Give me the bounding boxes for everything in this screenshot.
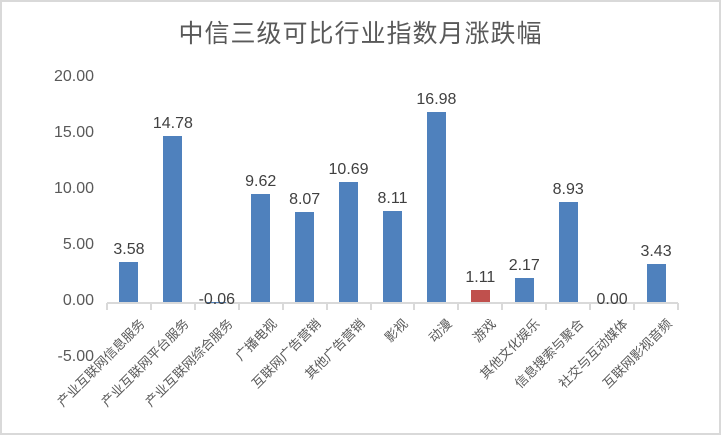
y-tick-label: 10.00 [53, 180, 94, 197]
bar[interactable] [383, 211, 402, 302]
data-label: 2.17 [508, 256, 540, 274]
bar[interactable] [295, 211, 315, 302]
data-label: 3.58 [113, 240, 145, 258]
y-tick-label: 15.00 [53, 124, 94, 141]
data-label: 8.93 [552, 180, 584, 198]
x-axis-tick [193, 303, 196, 310]
data-label: 8.07 [289, 190, 321, 208]
x-axis-tick [457, 303, 460, 310]
data-label: 1.11 [465, 268, 496, 286]
bar[interactable] [339, 182, 359, 302]
x-axis-tick [633, 303, 636, 310]
x-axis-tick [589, 303, 592, 310]
bar[interactable] [163, 136, 183, 302]
bar[interactable] [251, 194, 271, 302]
x-axis-tick [237, 303, 240, 310]
data-label: 14.78 [152, 115, 193, 133]
y-tick-label: 5.00 [62, 236, 94, 253]
chart-title: 中信三级可比行业指数月涨跌幅 [178, 19, 543, 48]
x-axis-tick [106, 303, 108, 310]
x-axis-tick [149, 303, 152, 310]
y-tick-label: 0.00 [62, 292, 94, 309]
data-label: 8.11 [377, 190, 408, 208]
data-label: 9.62 [245, 173, 277, 191]
bar[interactable] [514, 277, 534, 302]
data-label: -0.06 [198, 291, 236, 308]
x-axis-tick [677, 303, 679, 310]
x-axis-tick [281, 303, 284, 310]
bar[interactable] [470, 289, 490, 302]
bar[interactable] [119, 261, 139, 302]
y-tick-label: -5.00 [57, 348, 94, 365]
data-label: 10.69 [328, 161, 369, 179]
data-label: 0.00 [596, 291, 628, 308]
x-axis-tick [501, 303, 504, 310]
data-label: 3.43 [640, 242, 672, 260]
bar[interactable] [426, 111, 446, 302]
x-axis-tick [545, 303, 548, 310]
bar[interactable] [558, 201, 578, 302]
x-axis-line [107, 302, 678, 304]
bar[interactable] [207, 302, 227, 303]
x-axis-tick [369, 303, 372, 310]
bar[interactable] [646, 263, 666, 302]
x-axis-tick [325, 303, 328, 310]
data-label: 16.98 [416, 90, 457, 108]
x-axis-tick [413, 303, 416, 310]
y-tick-label: 20.00 [53, 68, 94, 85]
